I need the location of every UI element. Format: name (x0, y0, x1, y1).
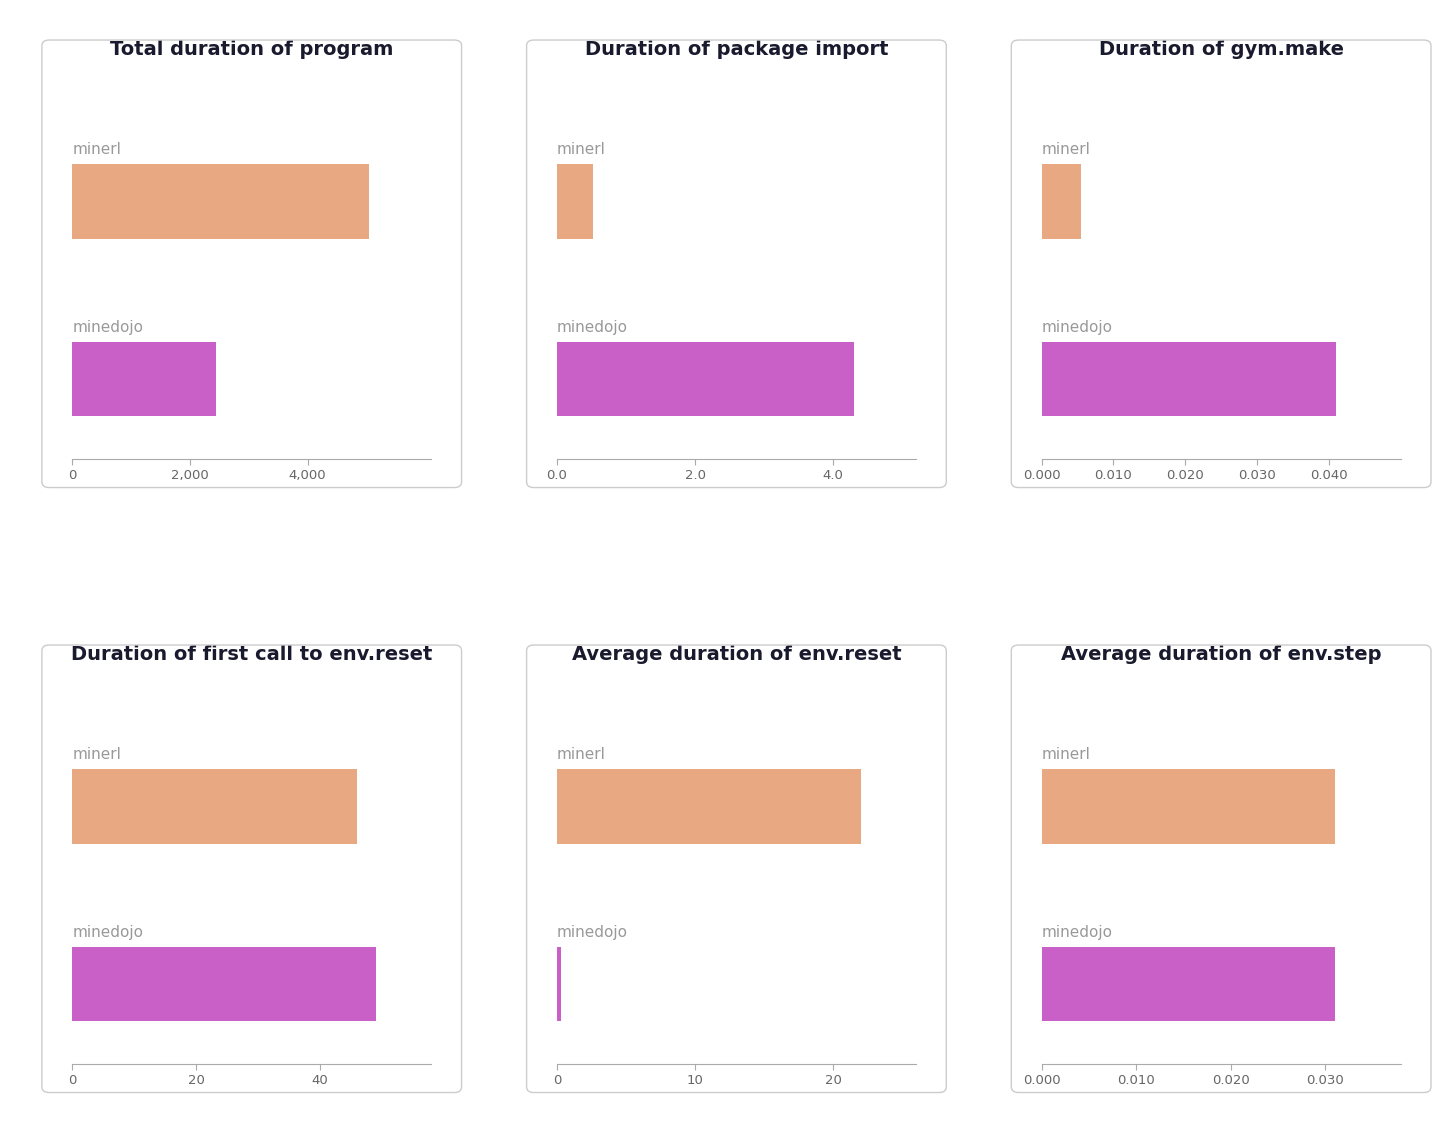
Bar (1041, 947, 1334, 1022)
Text: minerl: minerl (557, 142, 606, 158)
Bar (1041, 342, 1336, 416)
Text: minerl: minerl (72, 747, 121, 762)
Title: Duration of first call to env.reset: Duration of first call to env.reset (71, 645, 432, 664)
Text: minerl: minerl (1041, 142, 1090, 158)
Bar (557, 947, 560, 1022)
Title: Total duration of program: Total duration of program (110, 40, 393, 58)
Text: minerl: minerl (1041, 747, 1090, 762)
Bar (557, 165, 593, 239)
Bar (1041, 165, 1082, 239)
Bar (72, 165, 370, 239)
Text: minedojo: minedojo (72, 924, 143, 939)
Title: Average duration of env.reset: Average duration of env.reset (572, 645, 901, 664)
Bar (1041, 770, 1334, 844)
Bar (557, 342, 853, 416)
Title: Duration of gym.make: Duration of gym.make (1099, 40, 1344, 58)
Text: minerl: minerl (557, 747, 606, 762)
Bar (72, 947, 375, 1022)
Text: minedojo: minedojo (72, 320, 143, 335)
Bar (72, 342, 217, 416)
Title: Duration of package import: Duration of package import (585, 40, 888, 58)
Bar (557, 770, 861, 844)
Text: minedojo: minedojo (557, 924, 628, 939)
Text: minedojo: minedojo (1041, 924, 1113, 939)
Title: Average duration of env.step: Average duration of env.step (1061, 645, 1382, 664)
Bar (72, 770, 357, 844)
Text: minedojo: minedojo (1041, 320, 1113, 335)
Text: minedojo: minedojo (557, 320, 628, 335)
Text: minerl: minerl (72, 142, 121, 158)
